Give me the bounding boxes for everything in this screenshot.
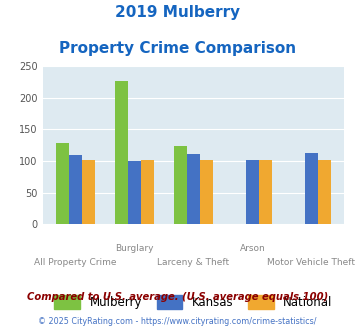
Bar	[141, 160, 154, 224]
Bar	[115, 81, 128, 224]
Bar	[259, 160, 272, 224]
Bar	[246, 160, 259, 224]
Text: Motor Vehicle Theft: Motor Vehicle Theft	[267, 258, 355, 267]
Bar	[82, 160, 95, 224]
Bar	[69, 155, 82, 224]
Legend: Mulberry, Kansas, National: Mulberry, Kansas, National	[50, 290, 337, 314]
Text: Larceny & Theft: Larceny & Theft	[157, 258, 230, 267]
Bar	[200, 160, 213, 224]
Text: Burglary: Burglary	[115, 244, 154, 253]
Text: Compared to U.S. average. (U.S. average equals 100): Compared to U.S. average. (U.S. average …	[27, 292, 328, 302]
Text: Arson: Arson	[240, 244, 265, 253]
Bar	[128, 161, 141, 224]
Bar	[174, 146, 187, 224]
Bar	[56, 143, 69, 224]
Text: All Property Crime: All Property Crime	[34, 258, 117, 267]
Text: Property Crime Comparison: Property Crime Comparison	[59, 41, 296, 56]
Bar	[187, 154, 200, 224]
Bar	[318, 160, 331, 224]
Text: © 2025 CityRating.com - https://www.cityrating.com/crime-statistics/: © 2025 CityRating.com - https://www.city…	[38, 317, 317, 326]
Bar	[305, 153, 318, 224]
Text: 2019 Mulberry: 2019 Mulberry	[115, 5, 240, 20]
